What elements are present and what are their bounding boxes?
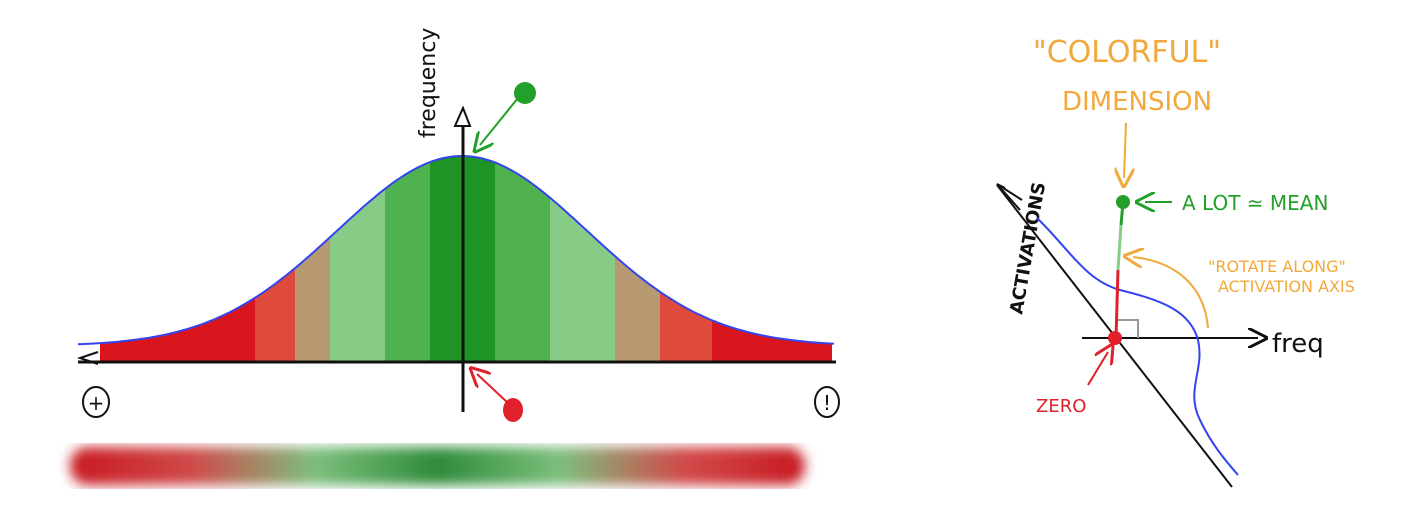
- y-axis-label: frequency: [416, 28, 441, 138]
- rotate-label-line2: ACTIVATION AXIS: [1218, 277, 1355, 296]
- zero-label: ZERO: [1036, 396, 1086, 417]
- zero-arrow: [1087, 352, 1108, 386]
- distribution-diagram: frequency + !: [70, 28, 840, 485]
- zero-pointer-arrow: [477, 374, 509, 404]
- dimension-red-segment: [1114, 269, 1120, 339]
- gradient-strip: [70, 447, 805, 485]
- dimension-title: DIMENSION: [1062, 87, 1212, 117]
- color-bands: [100, 156, 832, 362]
- color-band: [550, 156, 615, 362]
- color-band: [615, 156, 660, 362]
- y-axis-arrowhead: [453, 105, 472, 127]
- mean-pointer-arrow: [480, 97, 519, 145]
- exclamation-symbol-circle: [814, 386, 840, 418]
- color-band: [385, 156, 430, 362]
- color-band: [100, 156, 255, 362]
- mean-dot: [1116, 195, 1130, 209]
- activations-axis-arrowhead: [996, 183, 1023, 211]
- color-band: [255, 156, 295, 362]
- rotated-diagram: "COLORFUL" DIMENSION ACTIVATIONS freq A …: [996, 35, 1355, 488]
- colorful-title: "COLORFUL": [1033, 35, 1221, 70]
- rotate-label-line1: "ROTATE ALONG": [1208, 257, 1346, 276]
- zero-marker-dot: [503, 398, 523, 422]
- rotate-arrow: [1133, 257, 1209, 329]
- color-band: [330, 156, 385, 362]
- dimension-light-green-segment: [1116, 224, 1123, 271]
- freq-axis-label: freq: [1272, 329, 1324, 359]
- positive-symbol: +: [88, 391, 105, 415]
- x-axis-arrowhead: [76, 351, 99, 365]
- right-angle-marker: [1118, 319, 1139, 338]
- colorful-arrow: [1124, 122, 1126, 178]
- exclamation-symbol: !: [823, 391, 831, 415]
- mean-label: A LOT ≃ MEAN: [1182, 191, 1328, 215]
- color-band: [712, 156, 832, 362]
- positive-symbol-circle: [82, 386, 110, 418]
- color-band: [660, 156, 712, 362]
- bell-curve: [77, 154, 835, 346]
- color-band: [495, 156, 550, 362]
- rotated-bell-curve: [1036, 217, 1239, 476]
- mean-marker-dot: [514, 82, 536, 104]
- color-band: [295, 156, 330, 362]
- zero-dot: [1108, 331, 1122, 345]
